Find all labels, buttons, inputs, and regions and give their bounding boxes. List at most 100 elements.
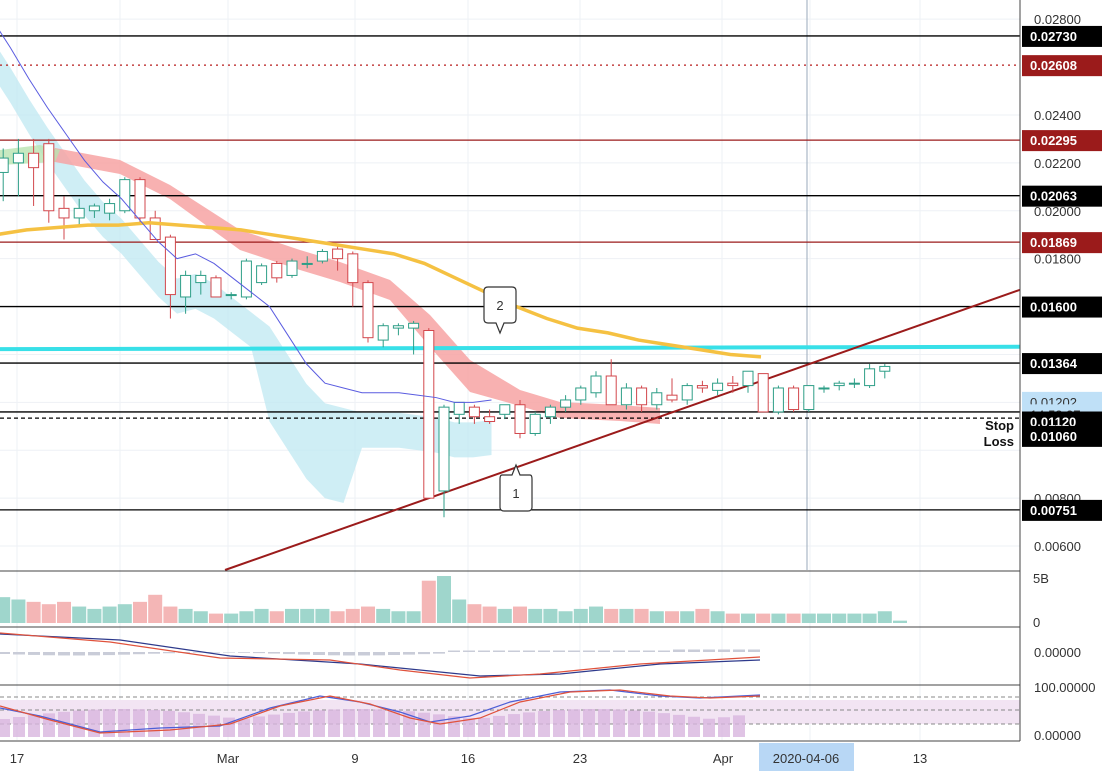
macd-hist-33 [493, 650, 505, 652]
macd-hist-6 [88, 652, 100, 656]
volume-bar-49 [725, 613, 740, 623]
rsi-hist-41 [613, 709, 625, 737]
volume-bar-5 [57, 601, 71, 623]
volume-bar-2 [11, 599, 26, 623]
candle-body-28 [408, 322, 420, 329]
candle-body-48 [712, 382, 724, 391]
price-tag-text-3: 0.01060 [1030, 429, 1077, 444]
level-tag-text-3: 0.02063 [1030, 189, 1077, 204]
candle-body-24 [347, 253, 359, 284]
rsi-hist-4 [58, 711, 70, 737]
volume-bar-29 [421, 580, 436, 623]
macd-signal-line [0, 632, 761, 679]
macd-hist-41 [613, 650, 625, 652]
macd-hist-18 [268, 652, 280, 654]
candle-body-3 [28, 152, 40, 169]
macd-hist-25 [373, 652, 385, 656]
crosshair-date-bg [759, 743, 854, 771]
candle-body-58 [864, 368, 876, 387]
candle-body-44 [651, 392, 663, 406]
candle-body-32 [468, 406, 480, 418]
candle-body-5 [58, 207, 70, 219]
time-tick-0: 17 [10, 751, 24, 766]
time-tick-3: 16 [461, 751, 475, 766]
volume-bar-15 [209, 613, 223, 623]
candle-body-35 [514, 404, 526, 434]
volume-bar-8 [102, 606, 117, 623]
rsi-hist-13 [193, 713, 205, 737]
volume-bar-48 [710, 611, 725, 623]
price-tag-text-2: 0.01120 [1030, 415, 1076, 430]
candle-body-4 [43, 143, 55, 212]
macd-hist-44 [658, 650, 670, 652]
volume-bar-37 [543, 608, 558, 623]
rsi-hist-16 [238, 718, 250, 737]
macd-hist-37 [553, 650, 565, 652]
rsi-hist-19 [283, 712, 295, 737]
callout-1-text: 1 [512, 486, 519, 501]
time-tick-2: 9 [351, 751, 358, 766]
level-tag-text-5: 0.01600 [1030, 300, 1077, 315]
volume-bar-28 [406, 611, 421, 623]
rsi-hist-1 [13, 717, 25, 737]
price-tick-0: 0.02800 [1034, 12, 1081, 27]
volume-bar-10 [133, 601, 147, 623]
candle-body-55 [818, 387, 830, 390]
candle-body-6 [73, 207, 85, 219]
volume-bar-47 [695, 608, 710, 623]
volume-bar-22 [315, 608, 330, 623]
macd-hist-24 [358, 652, 370, 656]
time-tick-6: 13 [913, 751, 927, 766]
macd-hist-30 [448, 650, 460, 652]
rsi-hist-48 [718, 717, 730, 737]
axes-layer: 0.028000.024000.022000.020000.018000.008… [0, 0, 1095, 771]
macd-hist-16 [238, 652, 250, 653]
volume-bar-26 [376, 608, 391, 623]
candle-body-13 [180, 274, 192, 298]
volume-bar-19 [269, 611, 284, 623]
macd-hist-14 [208, 652, 220, 653]
macd-hist-50 [748, 649, 760, 652]
candle-body-33 [484, 416, 496, 423]
volume-bar-13 [178, 608, 193, 623]
rsi-hist-28 [418, 712, 430, 737]
candle-body-54 [803, 385, 815, 411]
volume-bar-53 [786, 613, 801, 623]
candle-body-57 [848, 382, 860, 385]
volume-bar-12 [163, 606, 178, 623]
loss-label: Loss [984, 434, 1014, 449]
rsi-hist-23 [343, 709, 355, 737]
rsi-hist-15 [223, 717, 235, 737]
cloud-band-red [55, 148, 660, 424]
candle-body-30 [438, 406, 450, 492]
rsi-hist-8 [118, 709, 130, 737]
rsi-hist-40 [598, 709, 610, 737]
volume-bar-3 [26, 601, 41, 623]
volume-bar-43 [634, 608, 649, 623]
level-tag-bg-2 [1022, 130, 1102, 152]
level-tag-text-2: 0.02295 [1030, 133, 1077, 148]
macd-hist-1 [13, 652, 25, 655]
volume-bar-6 [72, 606, 87, 623]
macd-hist-15 [223, 652, 235, 653]
rsi-hist-0 [0, 719, 10, 737]
level-tag-text-0: 0.02730 [1030, 29, 1077, 44]
macd-tick-0: 0.00000 [1034, 645, 1081, 660]
rsi-hist-27 [403, 711, 415, 737]
callout-2-text: 2 [496, 298, 503, 313]
candle-body-56 [833, 382, 845, 387]
volume-bar-46 [680, 611, 695, 623]
volume-tick-1: 0 [1033, 615, 1040, 630]
volume-bar-25 [361, 606, 375, 623]
volume-bar-14 [193, 611, 208, 623]
macd-hist-40 [598, 650, 610, 652]
rsi-tick-1: 0.00000 [1034, 728, 1081, 743]
macd-hist-5 [73, 652, 85, 656]
rsi-hist-34 [508, 714, 520, 737]
candle-body-26 [377, 325, 389, 341]
macd-hist-28 [418, 652, 430, 655]
volume-bar-40 [589, 606, 603, 623]
volume-bar-44 [649, 611, 664, 623]
candle-body-51 [757, 373, 769, 413]
